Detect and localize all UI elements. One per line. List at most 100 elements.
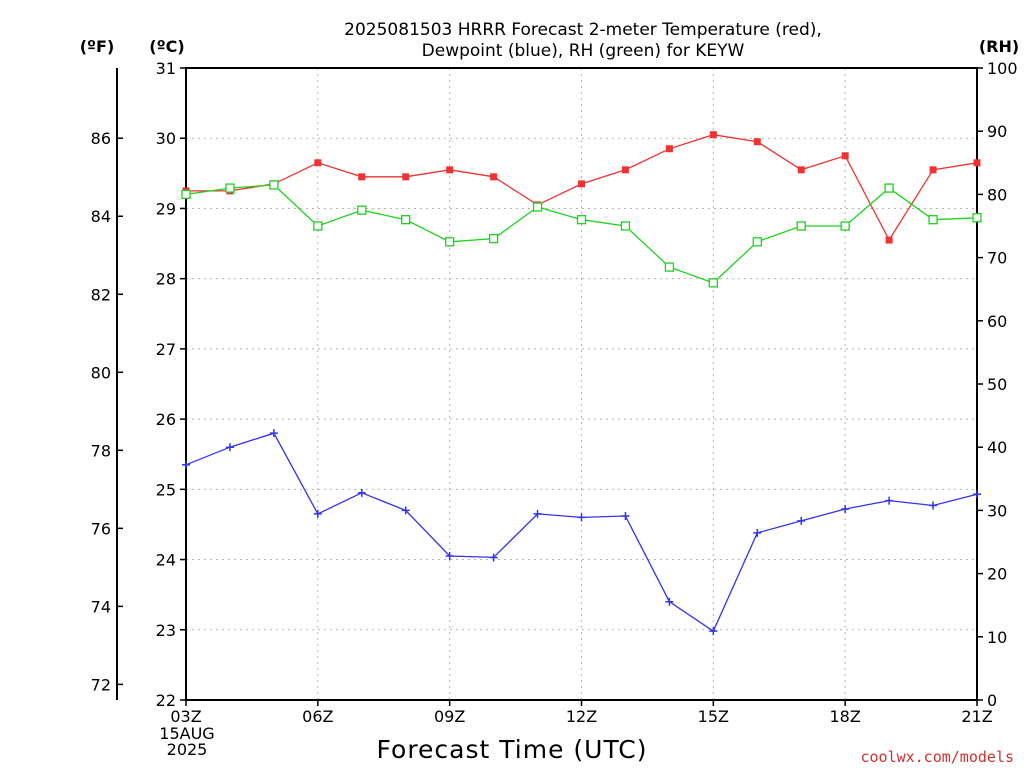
rh-tick-label: 100 (987, 59, 1018, 78)
temperature-point (446, 166, 454, 174)
rh-tick-label: 80 (987, 185, 1007, 204)
celsius-tick-label: 24 (156, 551, 176, 570)
rh-tick-label: 10 (987, 628, 1007, 647)
celsius-tick-label: 30 (156, 129, 176, 148)
x-tick-label: 15Z (698, 707, 729, 726)
dewpoint-point (225, 443, 234, 452)
temperature-point (973, 159, 981, 167)
plot-frame (185, 67, 978, 701)
rh-tick-label: 0 (987, 691, 997, 710)
fahrenheit-tick-label: 74 (91, 597, 111, 616)
fahrenheit-tick-label: 76 (91, 519, 111, 538)
temperature-point (665, 145, 673, 153)
tick-labels: 03Z 06Z 09Z 12Z 15Z 18Z 21Z 22 23 24 25 26 27 28 29 30 3… (91, 59, 1018, 726)
rh-point (796, 221, 806, 231)
rh-tick-label: 20 (987, 565, 1007, 584)
fahrenheit-tick-label: 84 (91, 207, 111, 226)
rh-point (840, 221, 850, 231)
dewpoint-point (885, 496, 894, 505)
axes (116, 67, 983, 706)
rh-tick-label: 50 (987, 375, 1007, 394)
temperature-point (797, 166, 805, 174)
dewpoint-point (621, 512, 630, 521)
celsius-tick-label: 29 (156, 199, 176, 218)
rh-point (488, 233, 499, 244)
temperature-point (402, 173, 410, 181)
celsius-tick-label: 31 (156, 59, 176, 78)
dewpoint-point (489, 553, 498, 562)
grid-lines (186, 68, 977, 700)
rh-unit-label: (RH) (979, 37, 1019, 56)
temperature-point (753, 138, 761, 146)
rh-point (532, 202, 543, 212)
x-tick-label: 09Z (434, 707, 465, 726)
dewpoint-point (401, 506, 410, 515)
fahrenheit-tick-label: 72 (91, 675, 111, 694)
x-axis-title: Forecast Time (UTC) (377, 735, 648, 764)
fahrenheit-tick-label: 82 (91, 285, 111, 304)
dewpoint-point (313, 509, 322, 518)
temperature-point (885, 236, 893, 244)
rh-tick-label: 40 (987, 438, 1007, 457)
temperature-point (358, 173, 366, 181)
dewpoint-point (445, 552, 454, 561)
celsius-tick-label: 22 (156, 691, 176, 710)
celsius-tick-label: 26 (156, 410, 176, 429)
date-day-label: 15AUG (159, 724, 214, 743)
temperature-point (314, 159, 322, 167)
temperature-point (841, 152, 849, 160)
rh-point (225, 183, 235, 193)
rh-line (185, 184, 978, 284)
rh-point (972, 213, 982, 223)
x-tick-label: 03Z (170, 707, 201, 726)
dewpoint-point (929, 501, 938, 510)
rh-point (269, 180, 279, 190)
dewpoint-line (185, 432, 978, 633)
fahrenheit-tick-label: 78 (91, 441, 111, 460)
dewpoint-point (973, 490, 981, 499)
data-series (181, 131, 982, 636)
rh-point (313, 221, 323, 231)
celsius-tick-label: 28 (156, 270, 176, 289)
temperature-point (578, 180, 585, 188)
rh-point (664, 262, 675, 272)
dewpoint-point (577, 513, 586, 522)
dewpoint-point (753, 528, 762, 537)
rh-tick-label: 70 (987, 249, 1007, 268)
celsius-tick-label: 23 (156, 621, 176, 640)
rh-point (181, 189, 191, 200)
rh-point (401, 215, 411, 225)
rh-tick-label: 60 (987, 312, 1007, 331)
fahrenheit-tick-label: 80 (91, 363, 111, 382)
x-tick-label: 12Z (566, 707, 597, 726)
rh-point (708, 278, 718, 288)
credit-link[interactable]: coolwx.com/models (860, 748, 1014, 766)
temperature-point (709, 131, 717, 139)
fahrenheit-tick-label: 86 (91, 129, 111, 148)
dewpoint-point (797, 516, 806, 525)
dewpoint-point (841, 504, 850, 513)
chart-title-line-2: Dewpoint (blue), RH (green) for KEYW (422, 41, 745, 61)
date-year-label: 2025 (167, 740, 208, 759)
rh-point (928, 215, 938, 225)
rh-point (576, 215, 587, 225)
rh-point (357, 205, 367, 215)
dewpoint-point (357, 488, 366, 497)
rh-point (445, 237, 455, 247)
x-tick-label: 06Z (302, 707, 333, 726)
chart-title-line-1: 2025081503 HRRR Forecast 2-meter Tempera… (344, 20, 822, 40)
dewpoint-point (709, 627, 718, 636)
celsius-unit-label: (ºC) (149, 37, 184, 56)
dewpoint-point (269, 429, 278, 438)
rh-tick-label: 30 (987, 501, 1007, 520)
rh-point (752, 237, 762, 247)
rh-tick-label: 90 (987, 122, 1007, 141)
dewpoint-point (533, 509, 542, 518)
celsius-tick-label: 27 (156, 340, 176, 359)
rh-point (620, 221, 631, 231)
dewpoint-point (665, 597, 674, 606)
temperature-point (929, 166, 937, 174)
x-tick-label: 21Z (961, 707, 992, 726)
dewpoint-point (182, 460, 190, 469)
